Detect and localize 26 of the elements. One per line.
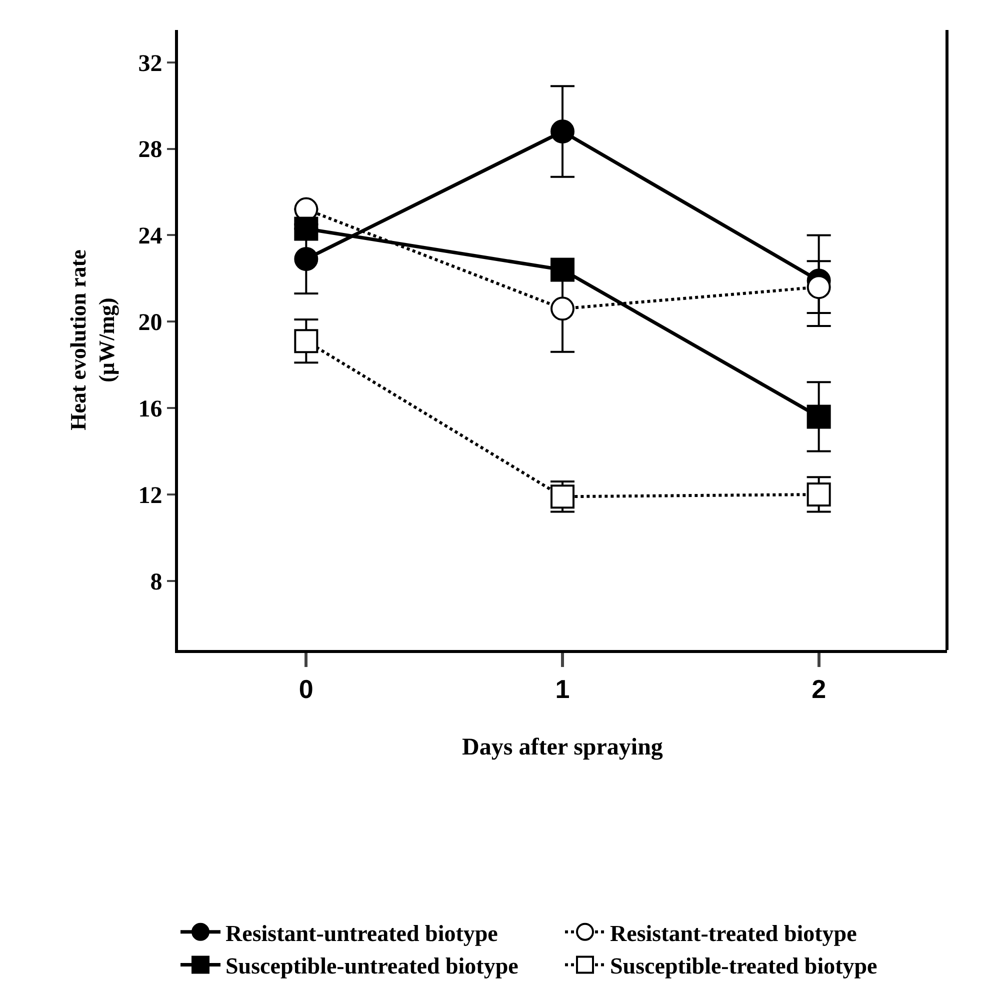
legend-label: Susceptible-untreated biotype (226, 954, 518, 979)
point (550, 120, 574, 144)
y-tick-label: 20 (138, 310, 162, 336)
legend-label: Resistant-untreated biotype (226, 920, 498, 946)
y-tick-label: 32 (138, 50, 162, 77)
point (806, 404, 831, 429)
y-tick-label: 8 (150, 569, 162, 596)
point (550, 484, 574, 509)
y-tick-label: 12 (138, 482, 162, 509)
x-tick-label: 1 (555, 674, 570, 704)
point (550, 258, 574, 282)
y-tick-label: 24 (138, 224, 162, 250)
x-axis-title: Days after spraying (462, 734, 663, 760)
point (294, 216, 318, 241)
point (806, 482, 831, 506)
x-tick-label: 2 (812, 674, 826, 704)
y-tick-label: 16 (138, 396, 162, 422)
point (550, 296, 574, 321)
point (294, 246, 318, 271)
y-axis-title: Heat evolution rate (µW/mg) (65, 249, 119, 430)
y-tick-label: 28 (138, 137, 162, 164)
legend-label: Resistant-treated biotype (610, 920, 857, 946)
x-tick-label: 0 (298, 674, 314, 704)
point (806, 275, 831, 300)
legend-label: Susceptible-treated biotype (610, 954, 878, 979)
point (294, 329, 318, 354)
